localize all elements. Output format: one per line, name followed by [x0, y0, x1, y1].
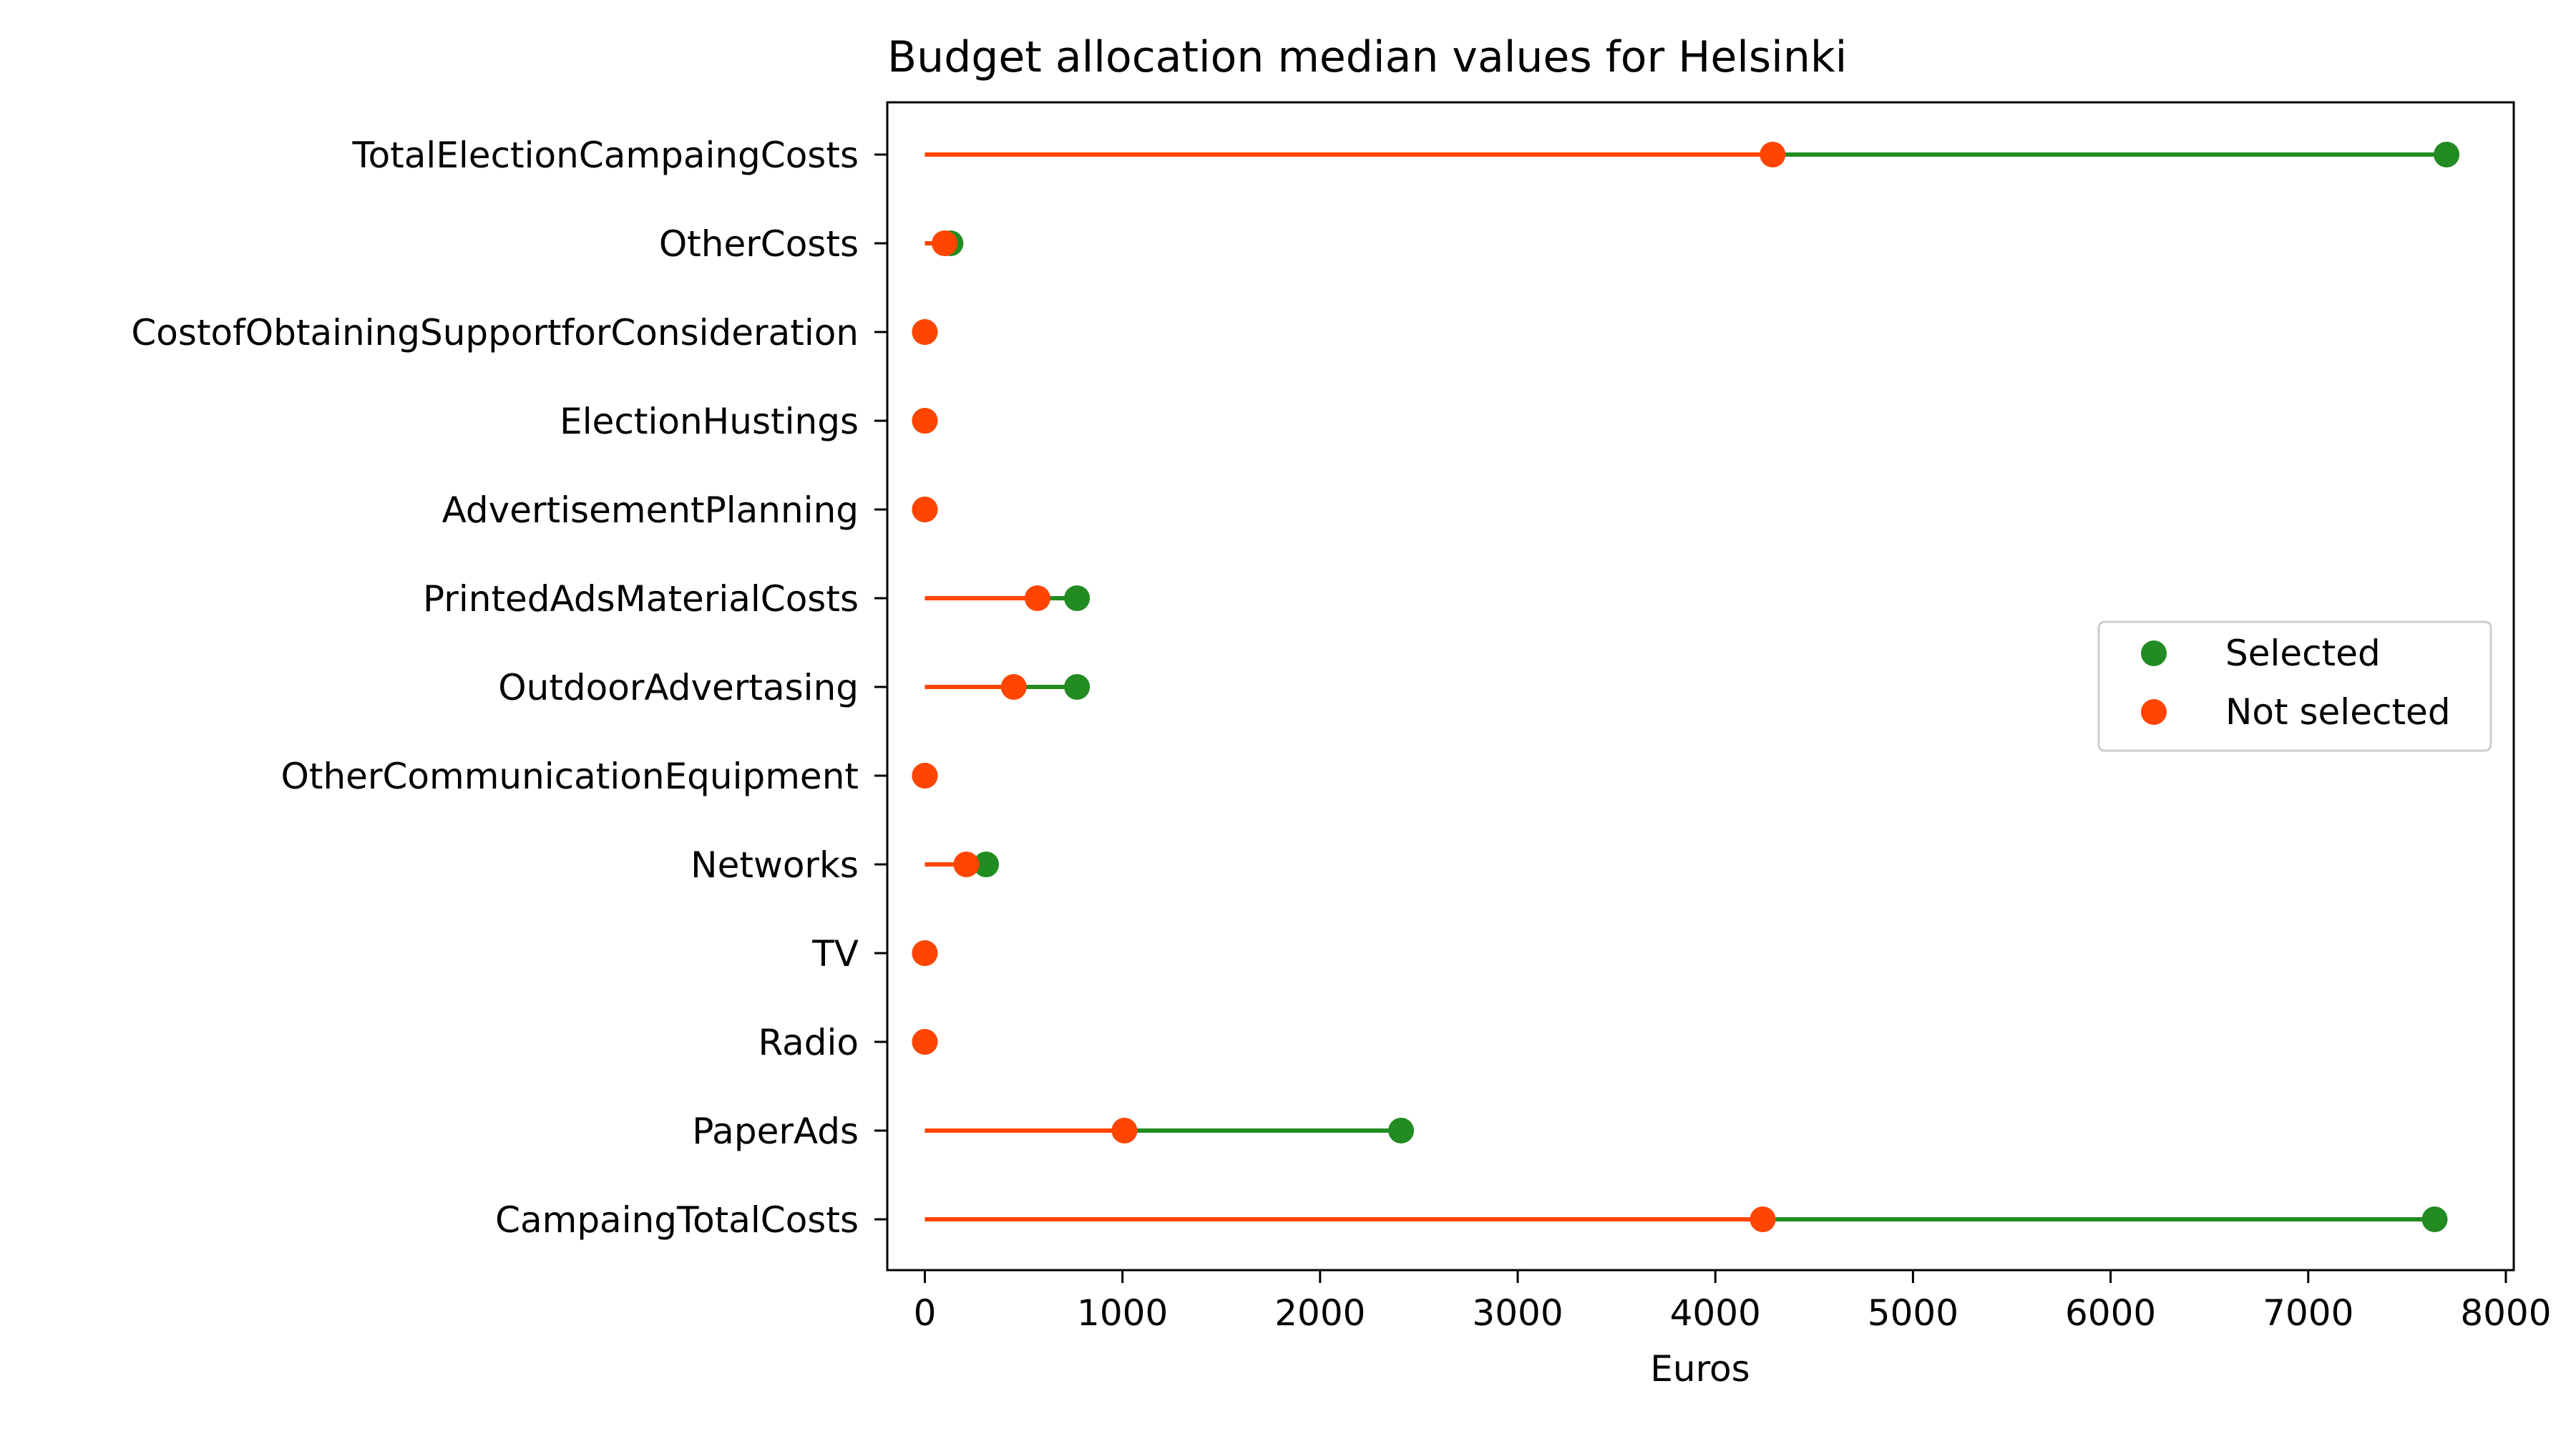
not-selected-point-printedadsmaterialcosts — [1024, 585, 1050, 611]
chart-title: Budget allocation median values for Hels… — [887, 32, 1847, 82]
x-tick-label-5000: 5000 — [1868, 1292, 1958, 1334]
y-tick-label-radio: Radio — [758, 1022, 859, 1063]
y-tick-label-tv: TV — [811, 933, 859, 975]
not-selected-point-totalelectioncampaingcosts — [1760, 142, 1786, 167]
x-axis-label: Euros — [1650, 1348, 1750, 1390]
legend-marker-selected — [2141, 640, 2167, 666]
selected-point-totalelectioncampaingcosts — [2434, 142, 2460, 167]
selected-point-networks — [973, 852, 1000, 877]
selected-point-paperads — [1388, 1118, 1415, 1143]
legend-label-selected: Selected — [2225, 633, 2381, 674]
not-selected-point-advertisementplanning — [912, 497, 938, 522]
y-tick-label-campaingtotalcosts: CampaingTotalCosts — [495, 1199, 859, 1241]
x-tick-label-0: 0 — [914, 1292, 937, 1334]
not-selected-point-outdooradvertasing — [1000, 674, 1027, 700]
y-tick-label-electionhustings: ElectionHustings — [560, 401, 859, 442]
y-tick-label-othercommunicationequipment: OtherCommunicationEquipment — [281, 756, 859, 797]
y-tick-label-costofobtainingsupportforconsideration: CostofObtainingSupportforConsideration — [131, 312, 859, 353]
not-selected-point-electionhustings — [912, 408, 938, 434]
x-tick-label-6000: 6000 — [2065, 1292, 2156, 1334]
x-axis: 0 1000 2000 3000 4000 5000 6000 7000 8000 — [914, 1270, 2552, 1334]
x-tick-label-7000: 7000 — [2263, 1292, 2353, 1334]
not-selected-point-paperads — [1111, 1118, 1138, 1143]
x-tick-label-2000: 2000 — [1274, 1292, 1365, 1334]
legend-marker-not-selected — [2141, 699, 2167, 725]
y-tick-label-othercosts: OtherCosts — [659, 223, 859, 265]
not-selected-point-othercommunicationequipment — [912, 763, 938, 789]
not-selected-point-tv — [912, 940, 938, 966]
x-tick-label-1000: 1000 — [1077, 1292, 1168, 1334]
x-tick-label-8000: 8000 — [2460, 1292, 2551, 1334]
y-tick-label-outdooradvertasing: OutdoorAdvertasing — [498, 667, 859, 708]
legend: Selected Not selected — [2097, 620, 2492, 752]
chart-marks — [912, 142, 2460, 1232]
y-tick-label-networks: Networks — [691, 844, 859, 886]
selected-point-outdooradvertasing — [1064, 674, 1091, 700]
x-tick-label-3000: 3000 — [1472, 1292, 1563, 1334]
x-tick-label-4000: 4000 — [1670, 1292, 1761, 1334]
y-tick-label-advertisementplanning: AdvertisementPlanning — [442, 489, 859, 531]
not-selected-point-costofobtainingsupportforconsideration — [912, 319, 938, 345]
not-selected-point-othercosts — [932, 230, 958, 256]
not-selected-point-networks — [953, 852, 980, 877]
y-tick-label-paperads: PaperAds — [692, 1111, 859, 1152]
not-selected-point-radio — [912, 1029, 938, 1055]
legend-label-not-selected: Not selected — [2225, 691, 2451, 733]
selected-point-campaingtotalcosts — [2421, 1206, 2448, 1232]
not-selected-point-campaingtotalcosts — [1750, 1206, 1776, 1232]
selected-point-printedadsmaterialcosts — [1064, 585, 1091, 611]
y-tick-label-printedadsmaterialcosts: PrintedAdsMaterialCosts — [423, 578, 859, 620]
y-tick-label-totalelectioncampaingcosts: TotalElectionCampaingCosts — [352, 135, 859, 176]
legend-frame — [2097, 620, 2492, 752]
y-axis: TotalElectionCampaingCosts OtherCosts Cost… — [131, 135, 887, 1241]
